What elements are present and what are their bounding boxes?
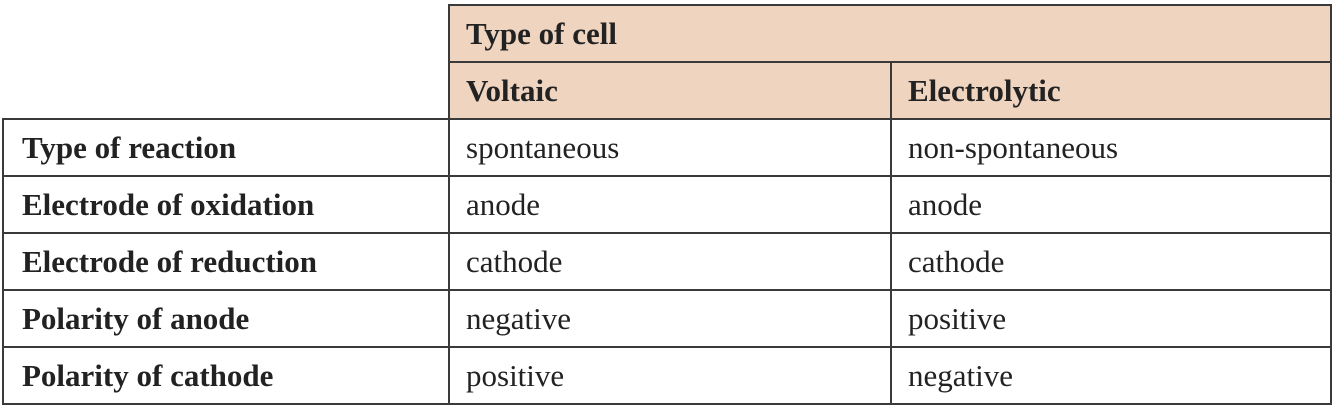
electrolytic-cell: non-spontaneous bbox=[889, 118, 1333, 177]
cell-comparison-table: Type of cell Voltaic Electrolytic Type o… bbox=[2, 4, 1333, 405]
electrolytic-cell: negative bbox=[889, 346, 1333, 405]
voltaic-cell: negative bbox=[448, 289, 892, 348]
voltaic-column-header: Voltaic bbox=[448, 61, 892, 120]
voltaic-cell: positive bbox=[448, 346, 892, 405]
electrolytic-column-header: Electrolytic bbox=[889, 61, 1333, 120]
table-row: Type of reaction spontaneous non-spontan… bbox=[2, 118, 1333, 177]
column-header-row: Voltaic Electrolytic bbox=[3, 61, 1333, 120]
table-row: Electrode of oxidation anode anode bbox=[2, 175, 1333, 234]
row-label: Polarity of anode bbox=[2, 289, 450, 348]
row-label: Polarity of cathode bbox=[2, 346, 450, 405]
empty-corner-cell bbox=[3, 5, 450, 120]
electrolytic-cell: anode bbox=[889, 175, 1333, 234]
type-of-cell-header: Type of cell bbox=[447, 4, 1333, 63]
table-row: Polarity of anode negative positive bbox=[2, 289, 1333, 348]
table-row: Polarity of cathode positive negative bbox=[2, 346, 1333, 405]
voltaic-cell: anode bbox=[448, 175, 892, 234]
electrolytic-cell: cathode bbox=[889, 232, 1333, 291]
group-header-row: Type of cell bbox=[3, 4, 1333, 120]
row-label: Electrode of oxidation bbox=[2, 175, 450, 234]
voltaic-cell: spontaneous bbox=[448, 118, 892, 177]
row-label: Type of reaction bbox=[2, 118, 450, 177]
voltaic-cell: cathode bbox=[448, 232, 892, 291]
row-label: Electrode of reduction bbox=[2, 232, 450, 291]
electrolytic-cell: positive bbox=[889, 289, 1333, 348]
table-row: Electrode of reduction cathode cathode bbox=[2, 232, 1333, 291]
